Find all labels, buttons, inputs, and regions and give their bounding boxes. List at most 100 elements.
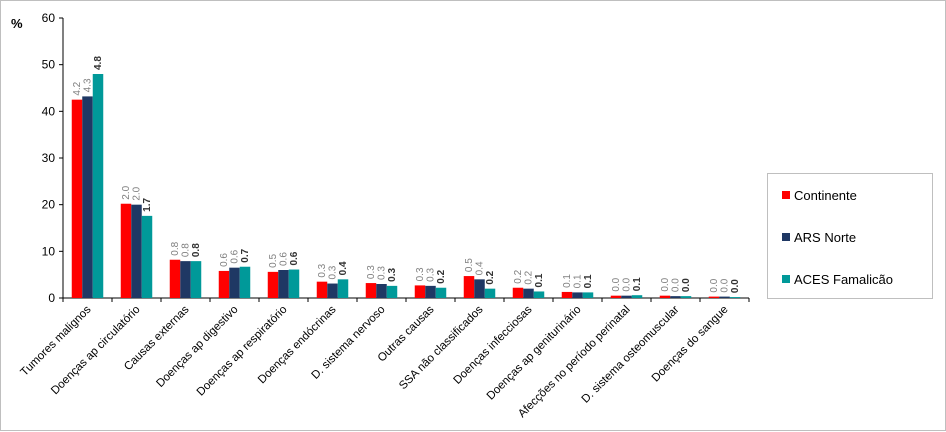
data-label: 0.0 <box>611 277 622 291</box>
bar <box>120 203 132 298</box>
bar <box>141 215 153 298</box>
legend-swatch <box>782 275 790 283</box>
data-label: 0.6 <box>279 252 290 266</box>
x-category-label: Doenças ap respiratório <box>195 304 290 399</box>
y-tick-label: 40 <box>42 104 56 118</box>
data-label: 0.6 <box>289 251 300 265</box>
y-tick-label: 50 <box>42 58 56 72</box>
data-label: 0.0 <box>709 278 720 292</box>
bar <box>484 288 496 298</box>
data-label: 0.1 <box>632 277 643 291</box>
bar <box>582 292 594 298</box>
data-label: 0.4 <box>338 261 349 275</box>
bar <box>327 283 338 298</box>
bar <box>190 261 202 298</box>
bar <box>561 291 573 298</box>
data-label: 0.2 <box>485 270 496 284</box>
data-label: 4.2 <box>72 81 83 95</box>
bar <box>92 74 104 298</box>
bar <box>229 267 240 298</box>
data-label: 0.2 <box>436 269 447 283</box>
x-category-label: Doenças ap circulatório <box>49 304 142 397</box>
data-label: 0.8 <box>170 241 181 255</box>
bar <box>278 270 289 298</box>
x-category-label: SSA não classificados <box>397 303 486 392</box>
bar <box>631 295 643 298</box>
bar <box>670 296 681 298</box>
data-label: 0.3 <box>377 266 388 280</box>
bar <box>414 285 426 298</box>
data-label: 4.8 <box>93 56 104 70</box>
data-label: 2.0 <box>121 185 132 199</box>
x-category-label: Doenças ap digestivo <box>154 304 240 390</box>
data-label: 0.2 <box>524 270 535 284</box>
data-label: 1.7 <box>142 198 153 212</box>
bar <box>180 261 191 298</box>
bar <box>386 285 398 298</box>
legend-item: ARS Norte <box>782 230 856 245</box>
y-tick-label: 60 <box>42 11 56 25</box>
bar <box>719 296 730 298</box>
bar <box>729 297 741 298</box>
bar <box>659 295 671 298</box>
bar <box>463 276 475 298</box>
data-label: 0.3 <box>366 265 377 279</box>
data-label: 0.0 <box>730 279 741 293</box>
data-label: 0.5 <box>268 254 279 268</box>
data-label: 2.0 <box>132 186 143 200</box>
data-label: 0.6 <box>230 249 241 263</box>
data-label: 0.1 <box>534 273 545 287</box>
data-label: 4.3 <box>83 78 94 92</box>
bar <box>82 96 93 299</box>
bar <box>425 285 436 298</box>
bar <box>218 270 230 298</box>
bar <box>71 99 83 299</box>
data-label: 0.5 <box>464 258 475 272</box>
data-label: 0.3 <box>426 268 437 282</box>
data-label: 0.4 <box>475 261 486 275</box>
data-label: 0.0 <box>622 277 633 291</box>
data-label: 0.3 <box>387 268 398 282</box>
bar <box>523 288 534 298</box>
bar <box>680 296 692 298</box>
data-label: 0.0 <box>720 278 731 292</box>
bar <box>474 279 485 298</box>
data-label: 0.0 <box>681 278 692 292</box>
x-category-label: D. sistema osteomuscular <box>580 304 682 406</box>
data-label: 0.3 <box>317 263 328 277</box>
bar <box>365 283 377 298</box>
bar <box>708 296 720 298</box>
data-label: 0.2 <box>513 269 524 283</box>
data-label: 0.6 <box>219 253 230 267</box>
legend: Continente ARS Norte ACES Famalicão <box>767 173 933 299</box>
legend-label: ACES Famalicão <box>794 272 893 287</box>
legend-swatch <box>782 233 790 241</box>
data-label: 0.3 <box>328 265 339 279</box>
legend-swatch <box>782 191 790 199</box>
data-label: 0.0 <box>671 278 682 292</box>
data-label: 0.1 <box>573 274 584 288</box>
legend-label: Continente <box>794 188 857 203</box>
y-tick-label: 30 <box>42 151 56 165</box>
bar <box>376 284 387 298</box>
data-label: 0.8 <box>181 243 192 257</box>
bar <box>239 266 251 298</box>
data-label: 0.3 <box>415 267 426 281</box>
bar <box>288 269 300 298</box>
bar <box>512 287 524 298</box>
y-tick-label: 10 <box>42 244 56 258</box>
bar <box>169 259 181 298</box>
x-category-label: Doenças ap geniturinário <box>485 304 584 403</box>
bar <box>316 281 328 298</box>
bar <box>435 287 447 298</box>
legend-item: Continente <box>782 188 857 203</box>
bar <box>337 279 349 298</box>
bar <box>533 291 545 298</box>
y-axis-unit-label: % <box>11 16 23 31</box>
bar <box>621 295 632 298</box>
data-label: 0.1 <box>583 274 594 288</box>
y-tick-label: 20 <box>42 198 56 212</box>
bar <box>131 204 142 298</box>
